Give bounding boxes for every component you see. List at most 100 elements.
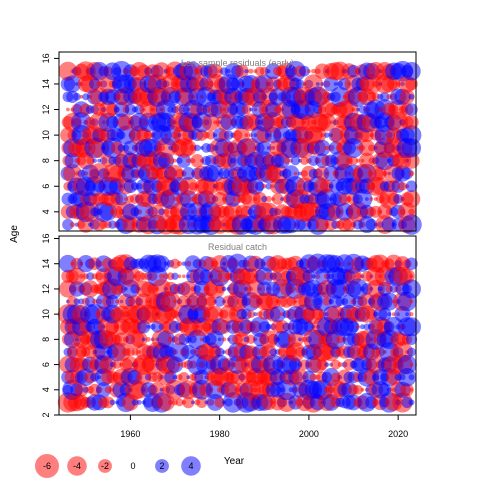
residual-bubble <box>180 280 197 298</box>
residual-bubble <box>324 132 330 138</box>
residual-bubble <box>356 158 360 163</box>
residual-bubble <box>115 299 119 304</box>
residual-bubble <box>143 130 153 140</box>
residual-bubble <box>131 399 139 406</box>
residual-bubble <box>293 171 298 176</box>
residual-bubble <box>330 279 350 299</box>
residual-bubble <box>409 362 414 367</box>
legend-label: 0 <box>130 461 135 471</box>
x-tick-label: 2000 <box>299 429 319 439</box>
residual-bubble <box>324 362 330 367</box>
residual-bubble <box>283 157 290 165</box>
residual-bubble <box>380 92 390 102</box>
y-tick-label: 10 <box>41 130 51 140</box>
residual-bubble <box>173 375 177 380</box>
residual-bubble <box>356 324 360 329</box>
residual-bubble <box>288 387 294 393</box>
residual-bubble <box>81 280 99 298</box>
bubbles <box>57 253 422 413</box>
x-tick-label: 2020 <box>388 429 408 439</box>
residual-bubble <box>241 104 252 115</box>
legend-label: -6 <box>43 461 51 471</box>
residual-bubble <box>399 89 415 105</box>
residual-bubble <box>359 324 365 330</box>
residual-bubble <box>320 133 325 138</box>
residual-bubble <box>244 69 249 74</box>
residual-bubble <box>188 182 197 191</box>
residual-bubble <box>206 165 224 182</box>
residual-bubble <box>223 130 234 140</box>
residual-bubble <box>112 360 122 369</box>
y-tick-label: 6 <box>41 362 51 367</box>
residual-bubble <box>315 82 320 86</box>
residual-bubble <box>405 77 418 91</box>
residual-bubble <box>267 163 288 184</box>
residual-bubble <box>302 269 316 283</box>
residual-bubble <box>409 312 414 317</box>
residual-bubble <box>73 298 80 305</box>
residual-bubble <box>153 255 170 273</box>
residual-bubble <box>351 107 356 112</box>
y-tick-label: 6 <box>41 184 51 189</box>
bubbles <box>58 60 422 235</box>
residual-bubble <box>374 167 387 180</box>
residual-bubble <box>320 82 325 86</box>
residual-bubble <box>405 312 410 317</box>
residual-bubble <box>408 93 415 100</box>
residual-bubble <box>347 278 369 300</box>
residual-bubble <box>405 333 418 345</box>
residual-bubble <box>152 62 171 81</box>
residual-bubble <box>353 384 363 395</box>
y-tick-label: 14 <box>41 259 51 269</box>
residual-bubble <box>258 321 270 333</box>
residual-bubble <box>298 171 302 176</box>
residual-bubble <box>257 140 272 156</box>
residual-bubble <box>95 382 112 398</box>
panel-top: Len sample residuals (early) 4 6 8 10 12 14 16 <box>41 51 422 235</box>
y-tick-label: 16 <box>41 234 51 244</box>
residual-bubble <box>408 208 415 216</box>
residual-bubble <box>365 197 369 201</box>
residual-bubble <box>407 347 416 357</box>
residual-bubble <box>181 344 196 360</box>
residual-bubble <box>62 218 74 231</box>
x-tick-label: 1960 <box>120 429 140 439</box>
residual-bubble <box>342 294 357 309</box>
residual-bubble <box>196 396 208 409</box>
residual-bubble <box>215 347 225 357</box>
residual-bubble <box>365 218 378 231</box>
residual-bubble <box>265 323 272 330</box>
residual-bubble <box>401 317 422 337</box>
residual-bubble <box>271 193 284 205</box>
residual-bubble <box>269 306 286 323</box>
residual-bubble <box>92 298 98 305</box>
residual-bubble <box>181 167 195 180</box>
residual-bubble <box>378 307 392 321</box>
residual-bubble <box>255 181 265 192</box>
residual-bubble <box>314 139 331 157</box>
x-axis-label: Year <box>224 456 245 467</box>
residual-bubble <box>176 153 192 168</box>
y-tick-label: 16 <box>41 53 51 63</box>
residual-bubble <box>369 197 374 201</box>
legend-bubble <box>98 459 112 473</box>
residual-bubble <box>68 267 86 286</box>
residual-bubble <box>168 399 174 405</box>
residual-bubble <box>145 336 151 342</box>
residual-bubble <box>177 274 182 279</box>
y-tick-label: 4 <box>41 387 51 392</box>
residual-bubble <box>124 103 137 116</box>
residual-bubble <box>86 156 95 165</box>
residual-bubble <box>150 204 165 219</box>
residual-bubble <box>409 274 414 279</box>
residual-bubble <box>178 371 190 383</box>
residual-bubble <box>78 273 84 279</box>
bubble-legend: -6 -4 -2 0 2 4 <box>35 454 201 478</box>
residual-bubble <box>360 387 365 392</box>
residual-bubble <box>99 356 117 373</box>
residual-bubble <box>222 350 227 354</box>
residual-bubble <box>311 274 316 279</box>
residual-bubble <box>300 156 309 165</box>
residual-bubble <box>248 68 254 74</box>
residual-bubble <box>408 170 415 177</box>
